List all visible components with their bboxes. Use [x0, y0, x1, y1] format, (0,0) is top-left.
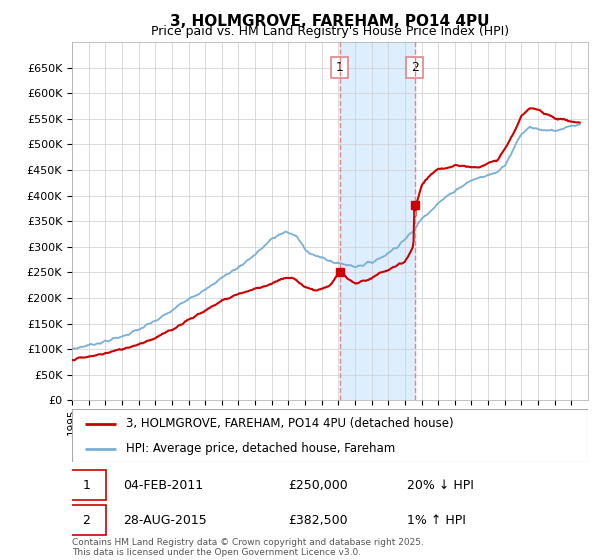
- FancyBboxPatch shape: [72, 409, 588, 462]
- FancyBboxPatch shape: [67, 505, 106, 535]
- Text: 1% ↑ HPI: 1% ↑ HPI: [407, 514, 466, 527]
- Text: 1: 1: [336, 61, 344, 74]
- Text: Price paid vs. HM Land Registry's House Price Index (HPI): Price paid vs. HM Land Registry's House …: [151, 25, 509, 38]
- Text: 20% ↓ HPI: 20% ↓ HPI: [407, 479, 474, 492]
- Text: Contains HM Land Registry data © Crown copyright and database right 2025.
This d: Contains HM Land Registry data © Crown c…: [72, 538, 424, 557]
- Text: 1: 1: [82, 479, 90, 492]
- Text: 3, HOLMGROVE, FAREHAM, PO14 4PU: 3, HOLMGROVE, FAREHAM, PO14 4PU: [170, 14, 490, 29]
- Text: 3, HOLMGROVE, FAREHAM, PO14 4PU (detached house): 3, HOLMGROVE, FAREHAM, PO14 4PU (detache…: [126, 417, 454, 430]
- Text: 2: 2: [410, 61, 419, 74]
- FancyBboxPatch shape: [67, 470, 106, 501]
- Text: £382,500: £382,500: [289, 514, 349, 527]
- Text: £250,000: £250,000: [289, 479, 349, 492]
- Text: HPI: Average price, detached house, Fareham: HPI: Average price, detached house, Fare…: [126, 442, 395, 455]
- Text: 04-FEB-2011: 04-FEB-2011: [124, 479, 204, 492]
- Text: 2: 2: [82, 514, 90, 527]
- Text: 28-AUG-2015: 28-AUG-2015: [124, 514, 208, 527]
- Bar: [340, 42, 415, 400]
